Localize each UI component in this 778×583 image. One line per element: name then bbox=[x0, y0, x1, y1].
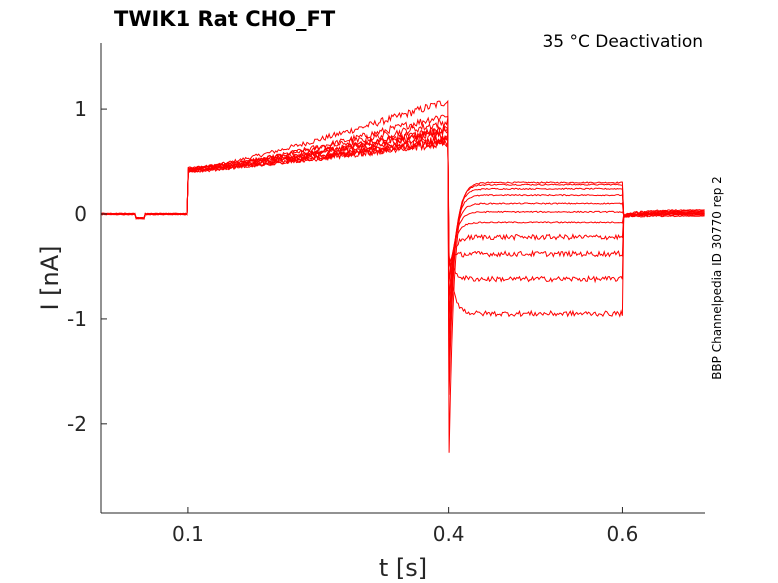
y-tick-label: -1 bbox=[67, 307, 87, 331]
sweep-trace-6 bbox=[100, 132, 705, 301]
sweep-trace-2 bbox=[100, 114, 705, 395]
chart-title: TWIK1 Rat CHO_FT bbox=[114, 7, 336, 31]
sweep-trace-7 bbox=[100, 134, 705, 283]
x-tick-label: 0.6 bbox=[607, 522, 639, 546]
sweep-trace-5 bbox=[100, 126, 705, 320]
plot-area bbox=[100, 99, 705, 453]
tick-marks: 0.1 0.4 0.6 1 0 -1 -2 bbox=[67, 97, 638, 546]
sweep-trace-10 bbox=[100, 139, 705, 284]
sweep-trace-8 bbox=[100, 135, 705, 267]
sweep-trace-11 bbox=[100, 125, 705, 318]
sweep-trace-4 bbox=[101, 124, 705, 343]
y-tick-label: 0 bbox=[74, 202, 87, 226]
side-label: BBP Channelpedia ID 30770 rep 2 bbox=[710, 176, 724, 380]
y-axis-label: I [nA] bbox=[36, 245, 64, 310]
condition-label: 35 °C Deactivation bbox=[542, 32, 703, 52]
sweep-trace-1 bbox=[100, 99, 705, 453]
x-axis-label: t [s] bbox=[379, 554, 427, 582]
x-tick-label: 0.1 bbox=[172, 522, 204, 546]
sweep-trace-9 bbox=[100, 139, 705, 262]
y-tick-label: 1 bbox=[74, 97, 87, 121]
y-tick-label: -2 bbox=[67, 412, 87, 436]
x-tick-label: 0.4 bbox=[433, 522, 465, 546]
sweep-trace-3 bbox=[100, 118, 705, 368]
